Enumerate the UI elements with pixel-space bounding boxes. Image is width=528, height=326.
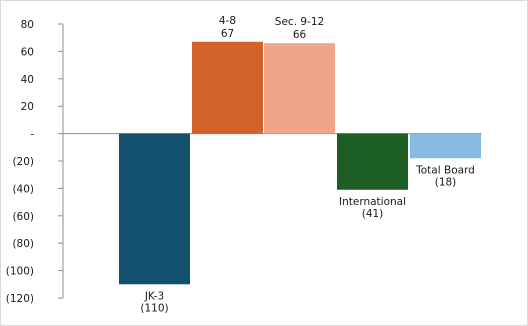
- y-tick-label: (20): [12, 156, 34, 168]
- data-label: (41): [362, 208, 384, 220]
- y-tick-label: -: [30, 129, 34, 141]
- bar: [410, 133, 481, 159]
- y-tick-label: (40): [12, 183, 34, 195]
- category-label: 4-8: [219, 15, 236, 27]
- bar: [337, 133, 408, 190]
- y-tick-label: (80): [12, 238, 34, 250]
- category-label: International: [339, 196, 406, 208]
- data-label: 67: [221, 28, 234, 40]
- y-tick-label: 40: [21, 74, 34, 86]
- y-tick-label: 60: [21, 46, 34, 58]
- category-label: JK-3: [144, 290, 164, 302]
- data-label: 66: [293, 29, 307, 41]
- bars: [119, 41, 481, 285]
- data-label: (18): [435, 176, 457, 188]
- bar: [264, 43, 335, 134]
- y-tick-label: (60): [12, 211, 34, 223]
- y-tick-label: (100): [6, 266, 34, 278]
- category-label: Sec. 9-12: [275, 16, 324, 28]
- y-tick-label: 20: [21, 101, 34, 113]
- bar: [119, 133, 190, 285]
- bar: [192, 41, 263, 134]
- category-label: Total Board: [415, 164, 475, 176]
- y-tick-label: (120): [6, 293, 34, 305]
- y-tick-label: 80: [21, 19, 34, 31]
- data-label: (110): [140, 302, 168, 314]
